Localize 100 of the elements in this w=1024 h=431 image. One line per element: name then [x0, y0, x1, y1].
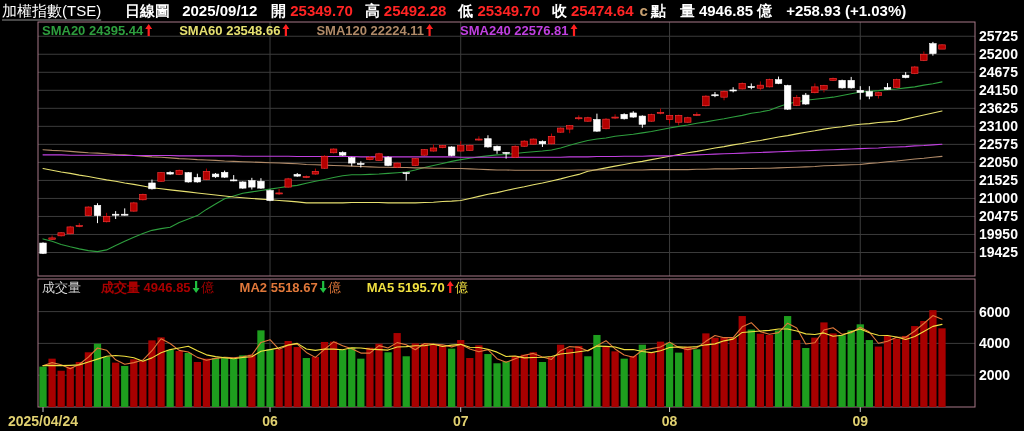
- candlestick: [93, 202, 102, 224]
- bar: [457, 340, 465, 407]
- bar: [883, 335, 892, 407]
- bar: [902, 335, 910, 407]
- x-tick-label: 09: [852, 413, 869, 429]
- bar: [538, 362, 547, 407]
- y-tick-label: 25200: [979, 46, 1019, 63]
- bar: [920, 320, 928, 407]
- text: SMA60 23548.66: [179, 23, 281, 38]
- bar: [892, 338, 901, 407]
- y-tick-label: 19950: [979, 226, 1019, 243]
- text: 4946.85: [698, 2, 754, 19]
- bar: [529, 352, 537, 407]
- bar: [765, 334, 774, 407]
- text: SMA240 22576.81: [460, 23, 569, 38]
- text: SMA120 22224.11: [316, 23, 425, 38]
- bar: [847, 330, 855, 407]
- bar: [339, 349, 347, 407]
- text: 25492.28: [383, 2, 447, 19]
- bar: [166, 349, 174, 407]
- bar: [112, 362, 120, 407]
- bar: [39, 366, 47, 407]
- bar: [239, 355, 247, 407]
- text: 億: [454, 280, 468, 295]
- bar: [856, 324, 864, 407]
- bar: [211, 358, 220, 407]
- bar: [656, 341, 665, 407]
- y-tick-label: 21525: [979, 172, 1019, 189]
- bar: [329, 341, 338, 407]
- x-tick-label: 2025/04/24: [7, 413, 79, 429]
- bar: [783, 316, 792, 407]
- bar: [84, 352, 93, 407]
- bar: [384, 352, 392, 407]
- x-tick-label: 06: [262, 413, 279, 429]
- y-tick-label: 23625: [979, 100, 1019, 117]
- bar: [184, 352, 192, 407]
- y-tick-label: 19425: [979, 244, 1019, 261]
- text: 低: [457, 2, 474, 19]
- bar: [511, 355, 519, 407]
- bar: [429, 344, 438, 407]
- bar: [293, 347, 301, 407]
- bar: [911, 326, 919, 407]
- bar: [638, 344, 646, 407]
- bar: [865, 340, 873, 407]
- line-series: [42, 143, 943, 158]
- y-axis-title: 億: [200, 280, 214, 295]
- bar: [693, 349, 701, 407]
- bar: [874, 346, 883, 407]
- bar: [48, 358, 56, 407]
- bar: [420, 343, 429, 407]
- y-tick-label: 24675: [979, 64, 1019, 81]
- bar: [802, 348, 810, 407]
- text: 日線圖: [125, 2, 171, 19]
- bar: [402, 356, 410, 407]
- bar: [738, 316, 746, 407]
- text: 點: [649, 2, 666, 19]
- text: SMA20 24395.44: [42, 23, 144, 38]
- text: 億: [756, 2, 774, 19]
- chart-title: 成交量: [42, 280, 81, 295]
- bar: [66, 366, 74, 407]
- text: 開: [271, 2, 287, 19]
- line-series: [42, 110, 943, 204]
- bar: [475, 345, 483, 407]
- text: 億: [327, 280, 341, 295]
- bar: [756, 333, 765, 407]
- bar: [620, 358, 628, 407]
- candlestick: [275, 188, 283, 196]
- bar: [647, 352, 656, 407]
- bar: [665, 342, 674, 407]
- bar: [747, 329, 755, 407]
- bar: [175, 351, 183, 407]
- bar: [248, 354, 256, 407]
- bar: [411, 343, 419, 407]
- line-series: [42, 323, 943, 367]
- text: 收: [551, 2, 568, 19]
- bar: [556, 344, 565, 407]
- bar: [302, 358, 310, 407]
- bar: [684, 346, 692, 407]
- bar: [629, 355, 637, 407]
- bar: [547, 356, 556, 407]
- bar: [838, 335, 846, 407]
- text: +258.93 (+1.03%): [786, 2, 907, 19]
- text: MA5 5195.70: [366, 280, 445, 295]
- bar: [220, 356, 229, 407]
- text: 25474.64: [570, 2, 635, 19]
- bar: [130, 359, 138, 407]
- bar: [393, 333, 401, 407]
- bar: [593, 334, 601, 407]
- chart-title: 加權指數(TSE): [2, 2, 102, 19]
- bar: [284, 341, 292, 407]
- bar: [357, 358, 365, 407]
- bar: [584, 356, 592, 407]
- bar: [793, 340, 801, 407]
- bar: [348, 347, 356, 407]
- bar: [566, 348, 574, 407]
- candlestick: [48, 235, 56, 241]
- bar: [466, 358, 474, 407]
- y-tick-label: 23100: [979, 118, 1019, 135]
- y-tick-label: 6000: [979, 303, 1011, 320]
- bar: [57, 370, 65, 407]
